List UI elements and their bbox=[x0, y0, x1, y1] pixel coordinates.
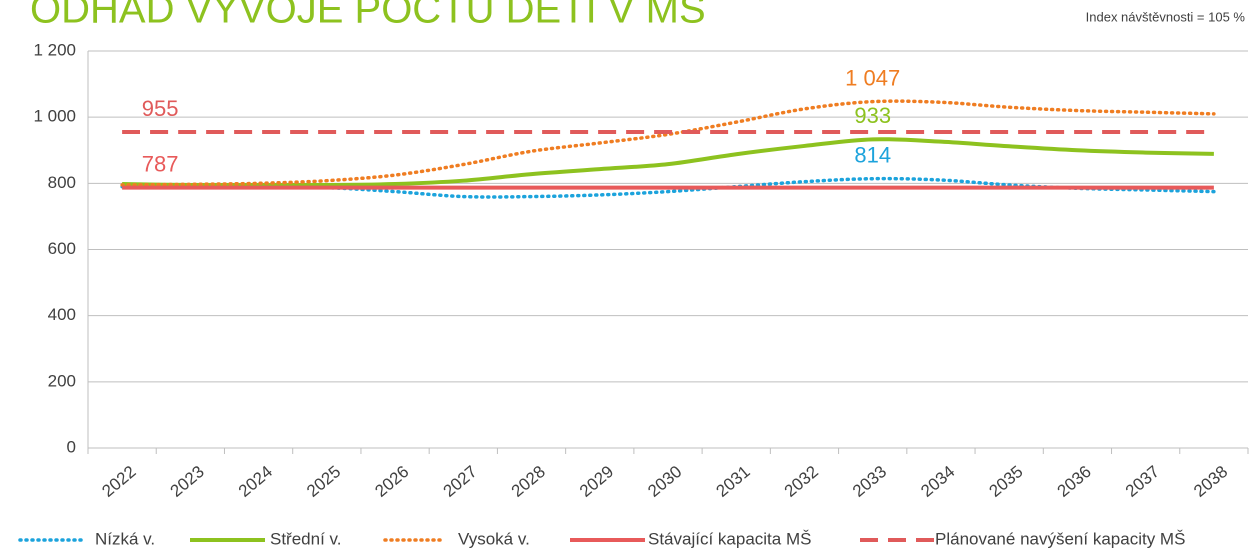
x-tick-label: 2026 bbox=[371, 462, 412, 501]
x-tick-label: 2025 bbox=[303, 462, 344, 501]
x-tick-label: 2030 bbox=[644, 462, 685, 501]
data-label: 814 bbox=[854, 143, 891, 168]
x-tick-label: 2022 bbox=[98, 462, 139, 501]
chart-subtitle: Index návštěvnosti = 105 % bbox=[1086, 9, 1246, 24]
x-tick-label: 2033 bbox=[849, 462, 890, 501]
legend-label: Plánované navýšení kapacity MŠ bbox=[935, 529, 1185, 548]
y-tick-label: 800 bbox=[48, 173, 76, 192]
x-tick-label: 2024 bbox=[235, 462, 276, 501]
x-tick-label: 2037 bbox=[1122, 462, 1163, 501]
y-tick-label: 1 000 bbox=[33, 107, 76, 126]
series-line bbox=[120, 99, 1216, 187]
legend-label: Nízká v. bbox=[95, 529, 155, 548]
y-tick-label: 600 bbox=[48, 239, 76, 258]
x-tick-label: 2032 bbox=[781, 462, 822, 501]
x-tick-label: 2035 bbox=[985, 462, 1026, 501]
y-tick-label: 400 bbox=[48, 305, 76, 324]
legend-label: Stávající kapacita MŠ bbox=[648, 529, 811, 548]
legend-label: Vysoká v. bbox=[458, 529, 530, 548]
data-label: 933 bbox=[854, 103, 891, 128]
x-tick-label: 2031 bbox=[712, 462, 753, 501]
x-tick-label: 2029 bbox=[576, 462, 617, 501]
data-label: 955 bbox=[142, 96, 179, 121]
legend-label: Střední v. bbox=[270, 529, 342, 548]
data-label: 787 bbox=[142, 151, 179, 176]
x-tick-label: 2036 bbox=[1054, 462, 1095, 501]
x-tick-label: 2034 bbox=[917, 462, 958, 501]
y-tick-label: 1 200 bbox=[33, 40, 76, 59]
x-tick-label: 2023 bbox=[167, 462, 208, 501]
x-tick-label: 2027 bbox=[440, 462, 481, 501]
series-line bbox=[122, 137, 1214, 188]
x-tick-label: 2038 bbox=[1190, 462, 1231, 501]
y-tick-label: 200 bbox=[48, 371, 76, 390]
x-tick-label: 2028 bbox=[508, 462, 549, 501]
chart-title: ODHAD VÝVOJE POČTU DĚTÍ V MŠ bbox=[30, 0, 706, 32]
y-tick-label: 0 bbox=[67, 437, 76, 456]
data-label: 1 047 bbox=[845, 65, 900, 90]
